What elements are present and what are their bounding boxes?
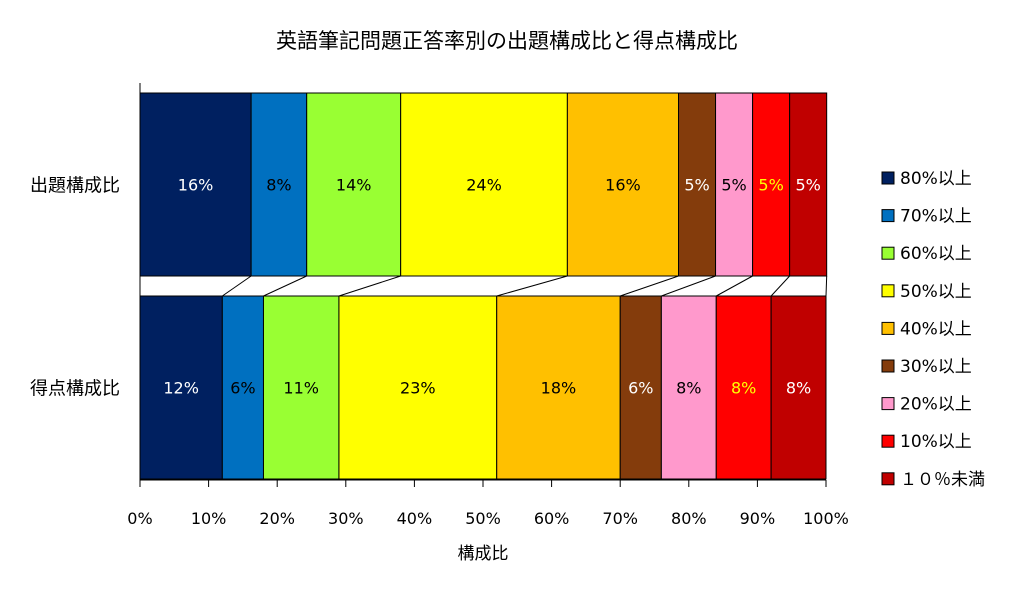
legend-swatch — [881, 246, 895, 260]
legend-label: 70%以上 — [900, 207, 972, 227]
legend-label: 50%以上 — [900, 282, 972, 302]
data-label: 24% — [466, 176, 502, 195]
bar-segment — [400, 92, 568, 277]
legend-swatch — [881, 284, 895, 298]
legend-label: 60%以上 — [900, 244, 972, 264]
x-tick-label: 80% — [671, 509, 707, 528]
y-category-label: 出題構成比 — [30, 176, 120, 197]
data-label: 11% — [283, 379, 319, 398]
legend-swatch — [881, 171, 895, 185]
bar-segment — [770, 295, 827, 480]
legend-label: １０％未満 — [900, 470, 985, 490]
bar-segment — [338, 295, 498, 480]
data-label: 6% — [628, 379, 653, 398]
x-tick-label: 90% — [740, 509, 776, 528]
series-connector-line — [620, 275, 679, 297]
bar-segment — [139, 92, 252, 277]
bar-segment — [566, 92, 680, 277]
data-label: 8% — [266, 176, 291, 195]
legend-swatch — [881, 209, 895, 223]
legend: 80%以上 70%以上 60%以上 50%以上 40%以上 30%以上 20%以上 10%以上… — [881, 169, 985, 490]
bar-segment — [678, 92, 717, 277]
x-tick-label: 60% — [534, 509, 570, 528]
bar-segment — [262, 295, 340, 480]
data-label: 8% — [731, 379, 756, 398]
x-tick-label: 10% — [191, 509, 227, 528]
data-label: 8% — [786, 379, 811, 398]
legend-label: 10%以上 — [900, 432, 972, 452]
x-tick-label: 20% — [259, 509, 295, 528]
bar-segment — [306, 92, 402, 277]
legend-swatch — [881, 472, 895, 486]
x-tick-label: 50% — [465, 509, 501, 528]
x-tick-label: 0% — [127, 509, 152, 528]
data-label: 12% — [163, 379, 199, 398]
bar-segment — [752, 92, 791, 277]
x-axis-label: 構成比 — [458, 544, 509, 564]
x-tick-label: 40% — [397, 509, 433, 528]
x-tick-label: 30% — [328, 509, 364, 528]
series-connector-line — [263, 275, 307, 297]
legend-label: 20%以上 — [900, 395, 972, 415]
data-label: 18% — [541, 379, 577, 398]
legend-swatch — [881, 359, 895, 373]
data-label: 6% — [230, 379, 255, 398]
series-connector-line — [222, 275, 252, 297]
legend-label: 30%以上 — [900, 357, 972, 377]
series-connector-line — [338, 275, 401, 297]
x-tick-label: 70% — [602, 509, 638, 528]
x-tick-label: 100% — [803, 509, 849, 528]
series-connector-line — [715, 275, 753, 297]
legend-label: 40%以上 — [900, 319, 972, 339]
series-connector-line — [825, 275, 828, 297]
series-connector-line — [770, 275, 791, 297]
data-label: 8% — [676, 379, 701, 398]
y-category-label: 得点構成比 — [30, 379, 120, 400]
data-label: 16% — [178, 176, 214, 195]
bar-segment — [789, 92, 828, 277]
bar-segment — [139, 295, 223, 480]
series-lines — [222, 275, 828, 297]
legend-swatch — [881, 434, 895, 448]
legend-swatch — [881, 321, 895, 335]
data-label: 14% — [336, 176, 372, 195]
chart-title: 英語筆記問題正答率別の出題構成比と得点構成比 — [276, 29, 738, 53]
bar-segment — [496, 295, 621, 480]
bar-segment — [715, 92, 754, 277]
legend-label: 80%以上 — [900, 169, 972, 189]
bar-segment — [715, 295, 772, 480]
bar-segment — [660, 295, 717, 480]
data-label: 5% — [758, 176, 783, 195]
legend-swatch — [881, 397, 895, 411]
data-label: 16% — [605, 176, 641, 195]
x-axis: 0% 10% 20% 30% 40% 50% 60% 70% 80% 90% 100% — [127, 479, 849, 528]
bar-segment — [250, 92, 308, 277]
data-label: 5% — [795, 176, 820, 195]
series-connector-line — [496, 275, 568, 297]
data-label: 23% — [400, 379, 436, 398]
series-connector-line — [661, 275, 716, 297]
plot-area: 16% 8% 14% 24% 16% 5% 5% 5% 5% 12% 6% 11% 23% 18% 6% 8%… — [139, 92, 828, 480]
data-label: 5% — [721, 176, 746, 195]
data-label: 5% — [684, 176, 709, 195]
